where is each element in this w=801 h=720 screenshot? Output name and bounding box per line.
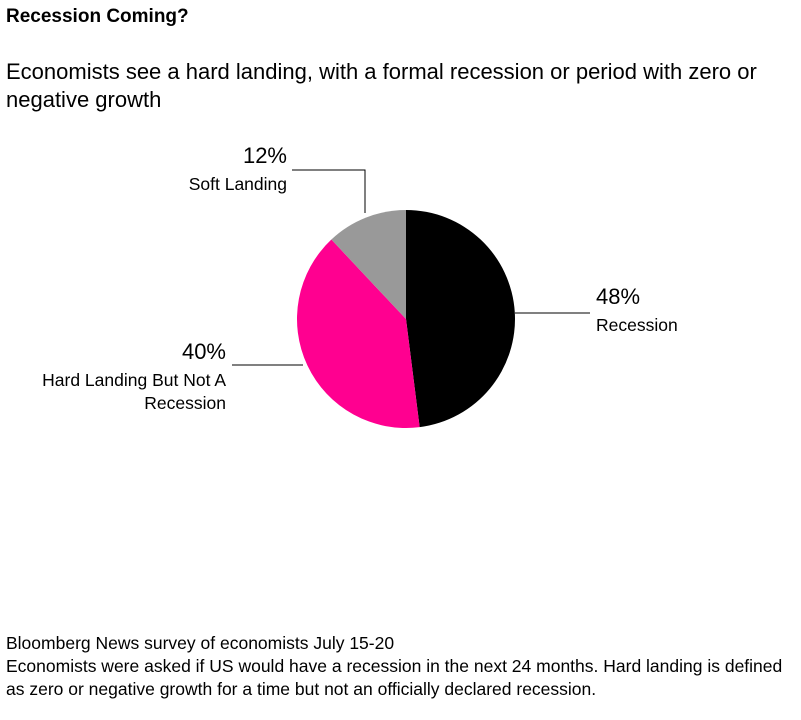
category-label: Soft Landing <box>188 174 287 194</box>
leader-line <box>292 169 366 213</box>
category-label: Hard Landing But Not A Recession <box>42 370 226 413</box>
pie-slice <box>406 210 515 428</box>
data-label: 40% <box>181 339 226 364</box>
data-label: 48% <box>596 284 641 309</box>
chart-title: Recession Coming? <box>6 6 189 27</box>
chart-subtitle: Economists see a hard landing, with a fo… <box>6 59 757 112</box>
pie-slice <box>297 239 420 428</box>
category-label: Recession <box>596 315 678 335</box>
source-note: Bloomberg News survey of economists July… <box>6 633 395 653</box>
footnote: Economists were asked if US would have a… <box>6 656 783 699</box>
pie-slice <box>331 210 406 319</box>
data-label: 12% <box>242 143 287 168</box>
